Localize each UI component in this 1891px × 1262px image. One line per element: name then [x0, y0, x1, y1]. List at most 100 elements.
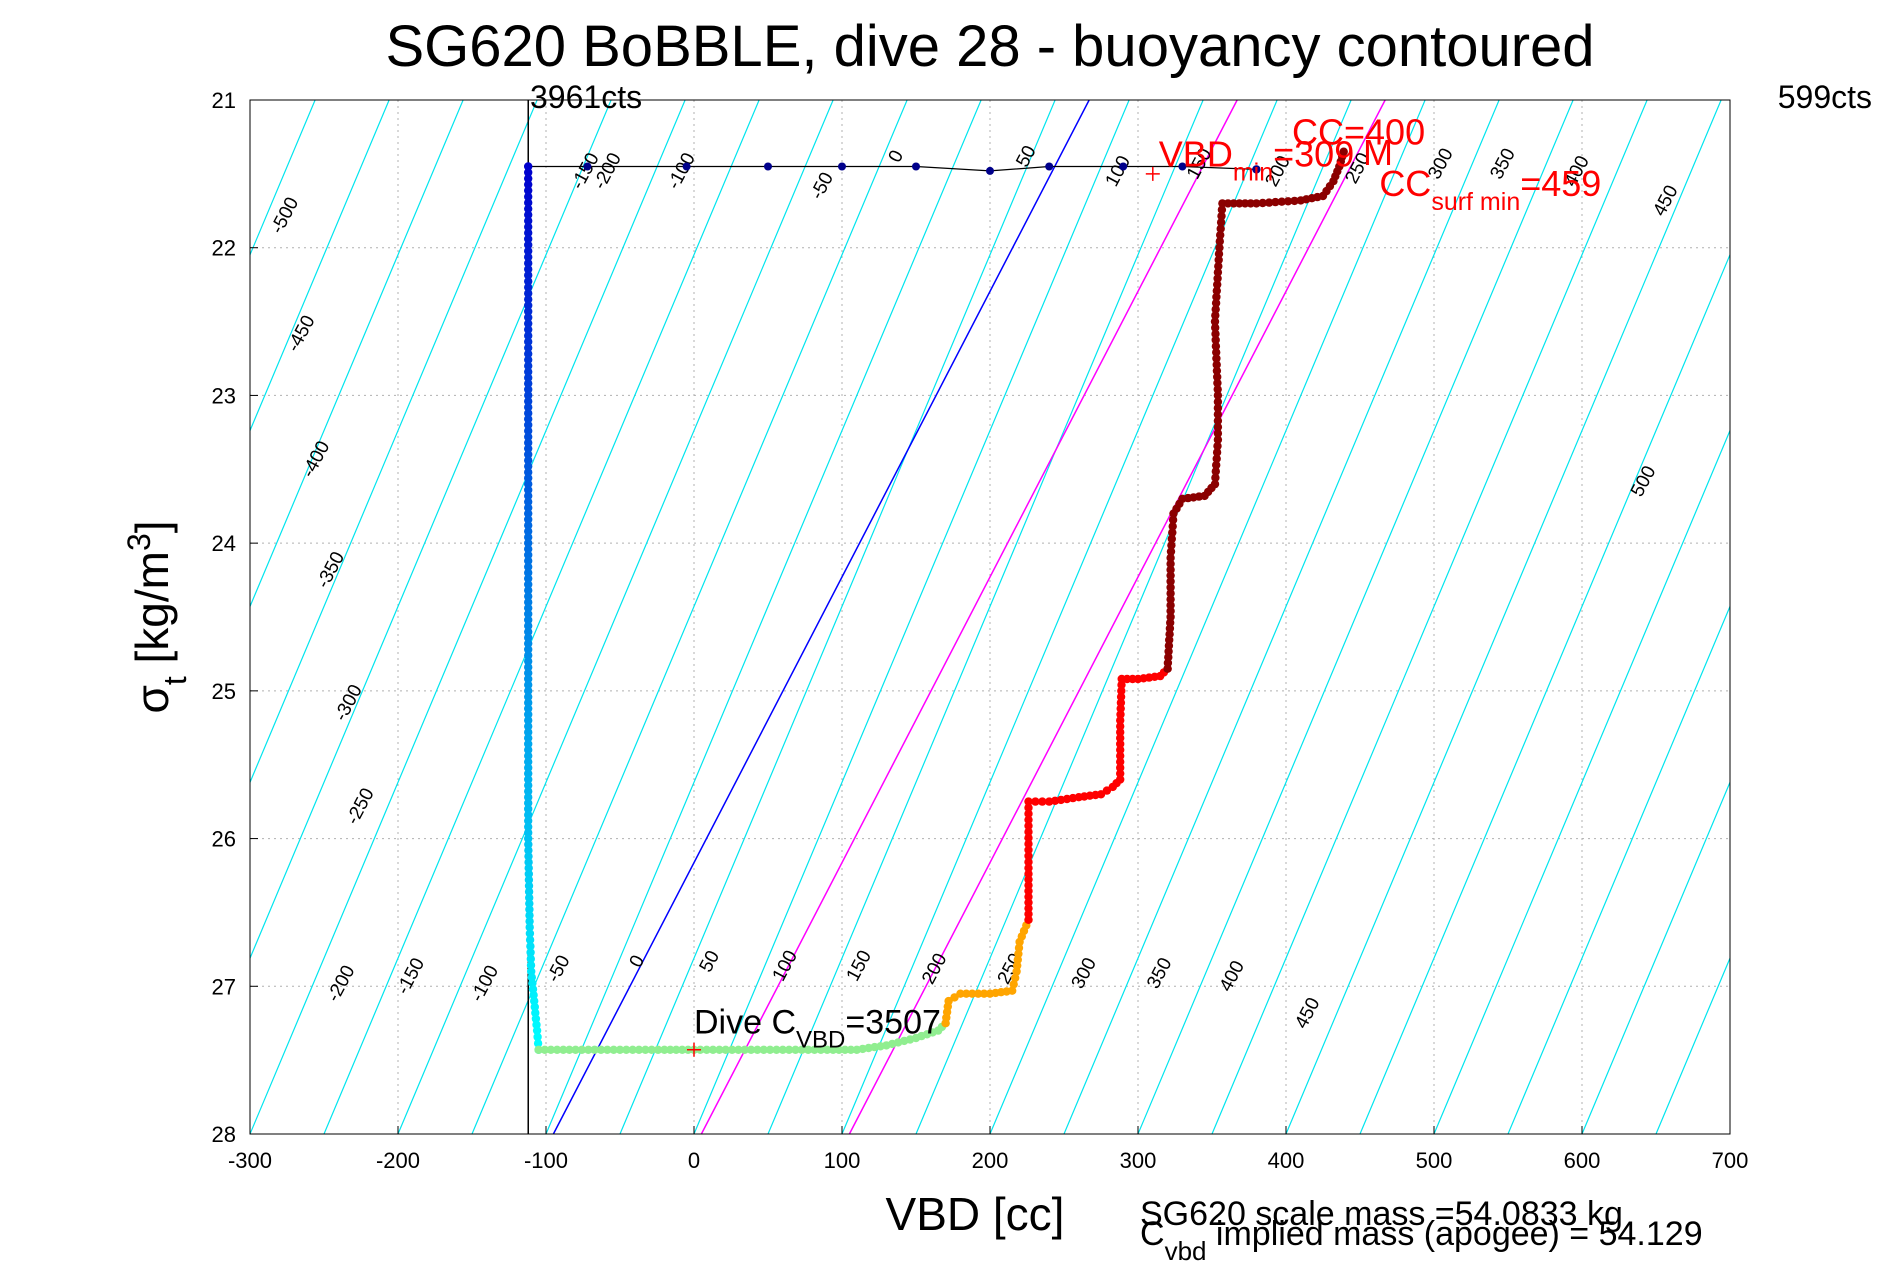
data-point-descent [524, 391, 533, 400]
data-point-climb-mid [1116, 769, 1125, 778]
data-point-bottom [810, 1045, 819, 1055]
data-point-descent [524, 574, 533, 583]
data-point-climb-upper [1211, 311, 1220, 320]
data-point-climb-upper [1166, 577, 1175, 586]
y-tick-label: 23 [212, 383, 236, 408]
data-point-climb-mid [1024, 909, 1033, 919]
data-point-descent [524, 668, 533, 678]
data-point-descent [524, 852, 533, 861]
data-point-descent [524, 657, 533, 666]
data-point-climb-mid [1116, 751, 1125, 761]
data-point-descent [524, 216, 533, 226]
data-point-descent [524, 781, 533, 790]
data-point-bottom [641, 1045, 650, 1055]
data-point-descent [524, 804, 533, 814]
x-tick-label: 700 [1712, 1148, 1749, 1173]
data-point-descent [524, 319, 533, 328]
data-point-descent [524, 686, 533, 696]
data-point-descent [524, 444, 533, 453]
data-point-descent [524, 663, 533, 672]
contour-line [1285, 100, 1722, 1134]
data-point-climb-upper [1214, 262, 1223, 271]
data-point-descent [524, 283, 533, 292]
data-point-climb-upper [1166, 571, 1175, 580]
data-point-descent [524, 562, 533, 571]
y-axis-label-main: σ [126, 685, 178, 713]
data-point-descent [525, 899, 534, 908]
y-axis-label-close: ] [126, 520, 178, 533]
data-point-bottom [615, 1045, 625, 1055]
data-point-descent [526, 954, 535, 964]
data-point-descent [524, 343, 533, 352]
data-point-descent [524, 420, 533, 430]
data-point-bottom [666, 1045, 675, 1055]
data-point-descent [524, 503, 533, 512]
data-point-descent [524, 763, 533, 772]
footer-implied-mass: Cvbd implied mass (apogee) = 54.129 [1140, 1215, 1703, 1262]
data-point-descent [524, 603, 533, 613]
data-point-climb-mid [1024, 886, 1033, 896]
data-point-climb-upper [1216, 224, 1225, 233]
data-point-climb-upper [1216, 218, 1226, 227]
data-point-descent [524, 733, 533, 743]
data-point-descent [524, 397, 533, 406]
contour-line [1211, 100, 1648, 1134]
annotation-text: CC [1292, 111, 1344, 152]
data-point-descent [524, 745, 533, 755]
x-tick-label: 100 [824, 1148, 861, 1173]
y-tick-label: 22 [212, 236, 236, 261]
data-point-climb-upper [1166, 547, 1176, 556]
data-point-climb-mid [1024, 803, 1033, 812]
data-point-descent [524, 485, 533, 495]
data-point-descent [524, 491, 533, 501]
data-point-descent [524, 373, 533, 382]
buoyancy-contours [0, 100, 1730, 1134]
data-point-descent [524, 379, 533, 388]
data-point-descent [524, 621, 533, 631]
data-point-climb-upper [1211, 473, 1220, 482]
data-point-bottom [590, 1045, 599, 1055]
data-point-climb-mid [1024, 857, 1033, 867]
data-point-bottom [823, 1045, 832, 1055]
data-point-bottom [609, 1045, 618, 1055]
data-point-climb-mid [1116, 763, 1125, 772]
data-point-descent [524, 710, 533, 719]
data-point-descent [524, 798, 533, 808]
data-point-surface-apogee [1119, 162, 1128, 171]
data-point-climb-upper [1277, 197, 1287, 206]
y-axis-label-bracket: [kg/m [126, 551, 178, 676]
footer-implied-mass-sub: vbd [1165, 1236, 1207, 1262]
data-point-climb-lower [1009, 980, 1018, 989]
data-point-climb-upper [1217, 211, 1226, 221]
data-point-climb-mid [1117, 686, 1126, 696]
data-point-bottom [660, 1045, 669, 1055]
data-point-descent [524, 289, 533, 298]
reference-line-apogee [552, 100, 1090, 1134]
data-point-descent [524, 180, 533, 189]
data-point-descent [524, 409, 533, 418]
data-point-climb-upper [1212, 360, 1221, 369]
data-point-bottom [708, 1045, 718, 1055]
data-point-bottom [740, 1045, 749, 1055]
data-point-bottom [584, 1045, 593, 1055]
data-point-descent [524, 556, 533, 566]
data-point-climb-mid [1024, 833, 1033, 843]
top-left-label: 3961cts [530, 79, 642, 115]
contour-line [0, 100, 19, 1134]
data-point-descent [524, 568, 533, 577]
y-tick-label: 25 [212, 679, 236, 704]
data-point-descent [524, 385, 533, 394]
annotation-rest: =400 [1344, 111, 1425, 152]
data-point-descent [524, 473, 533, 483]
data-point-climb-upper [1166, 583, 1175, 592]
marker-plus [1145, 166, 1160, 181]
data-point-descent [524, 828, 533, 837]
data-point-climb-upper [1216, 230, 1225, 240]
data-point-descent [524, 698, 533, 707]
top-right-label: 599cts [1778, 79, 1872, 115]
data-point-bottom [721, 1045, 730, 1055]
data-point-climb-mid [1024, 821, 1033, 830]
data-point-climb-upper [1166, 565, 1175, 574]
data-point-descent [524, 228, 533, 238]
